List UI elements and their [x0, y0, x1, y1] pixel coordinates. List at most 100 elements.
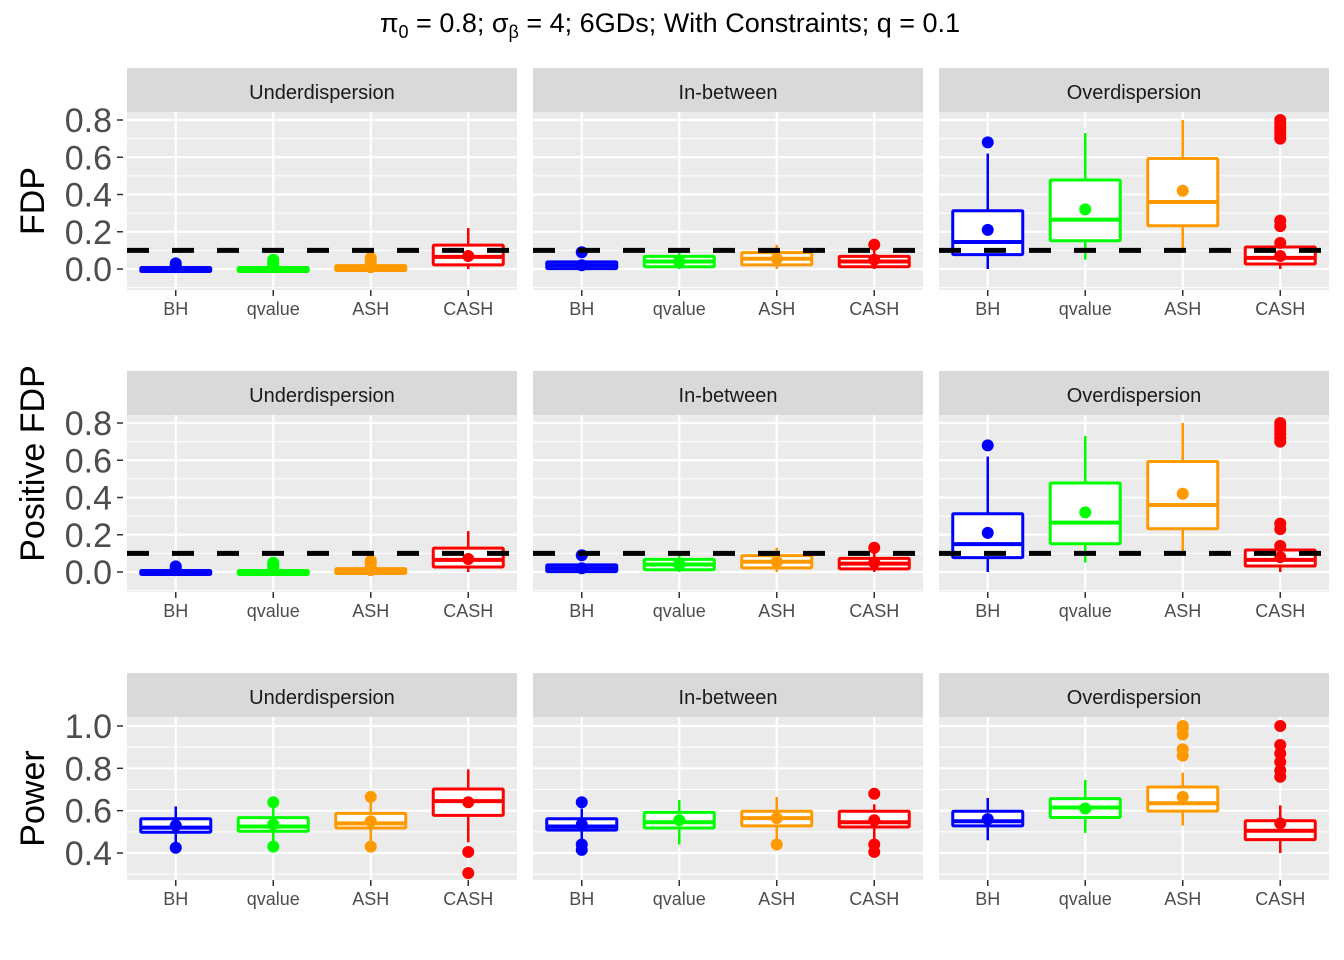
x-tick-label: CASH [1255, 299, 1305, 319]
mean-point [169, 261, 182, 274]
mean-point [364, 815, 377, 828]
box-bh [951, 439, 1025, 572]
x-tick-label: BH [975, 889, 1000, 909]
facet-strip-label: In-between [679, 687, 778, 709]
facet-strip-label: Overdispersion [1067, 385, 1202, 407]
mean-point [575, 562, 588, 575]
title-pi-sub: 0 [399, 22, 409, 42]
mean-point [1176, 184, 1189, 197]
box-qvalue [642, 250, 716, 269]
outlier-point [981, 136, 994, 149]
x-tick-label: qvalue [247, 889, 300, 909]
y-tick-label: 0.4 [65, 835, 112, 873]
x-tick-label: CASH [849, 299, 899, 319]
x-tick-label: BH [569, 889, 594, 909]
mean-point [267, 261, 280, 274]
facet-strip-label: Underdispersion [249, 385, 395, 407]
mean-point [462, 796, 475, 809]
y-tick-label: 0.6 [65, 139, 112, 177]
outlier-point [575, 796, 588, 809]
mean-point [673, 814, 686, 827]
panel-2-0: Underdispersion BH qvalue ASH CASH [127, 673, 517, 909]
outlier-point [462, 845, 475, 858]
box-cash [837, 787, 911, 858]
y-tick-label: 0.8 [65, 750, 112, 788]
mean-point [1274, 551, 1287, 564]
facet-strip [533, 371, 923, 415]
outlier-point [1176, 720, 1189, 732]
box-ash [334, 554, 408, 577]
outlier-point [1274, 755, 1287, 768]
y-tick-label: 0.8 [65, 405, 112, 443]
x-tick-label: ASH [352, 299, 389, 319]
box-bh [139, 257, 213, 274]
x-tick-label: BH [569, 299, 594, 319]
y-axis-label: Power [14, 750, 52, 846]
panel-2-2: Overdispersion BH qvalue ASH CASH [939, 673, 1329, 909]
outlier-point [1274, 539, 1287, 552]
y-tick-label: 0.0 [65, 554, 112, 592]
box-cash [431, 531, 505, 572]
mean-point [1079, 802, 1092, 815]
box-bh [951, 136, 1025, 269]
panel-0-0: Underdispersion BH qvalue ASH CASH [127, 68, 517, 319]
box-qvalue [236, 556, 310, 577]
y-tick-label: 0.6 [65, 793, 112, 831]
outlier-point [868, 541, 881, 554]
outlier-point [364, 554, 377, 567]
box-bh [951, 797, 1025, 841]
outlier-point [1274, 517, 1287, 530]
box-ash [334, 790, 408, 853]
title-pi-symbol: π [380, 8, 399, 38]
facet-strip [127, 673, 517, 717]
y-tick-label: 0.8 [65, 102, 112, 140]
outlier-point [267, 840, 280, 853]
x-tick-label: ASH [1164, 889, 1201, 909]
mean-point [868, 814, 881, 827]
facet-strip-label: In-between [679, 385, 778, 407]
mean-point [364, 261, 377, 274]
facet-strip-label: Underdispersion [249, 687, 395, 709]
panel-1-0: Underdispersion BH qvalue ASH CASH [127, 371, 517, 621]
mean-point [770, 555, 783, 568]
mean-point [1079, 203, 1092, 216]
mean-point [364, 564, 377, 577]
box-bh [139, 806, 213, 854]
x-tick-label: CASH [443, 299, 493, 319]
x-tick-label: qvalue [653, 889, 706, 909]
facet-strip [939, 68, 1329, 112]
outlier-point [1274, 417, 1287, 429]
mean-point [868, 556, 881, 569]
row-fdp: FDP 0.00.20.40.60.8 Underdispersion BH qvalu… [14, 68, 1329, 319]
x-tick-label: ASH [352, 601, 389, 621]
box-qvalue [236, 796, 310, 853]
mean-point [462, 552, 475, 565]
x-tick-label: CASH [849, 889, 899, 909]
mean-point [770, 252, 783, 265]
x-tick-label: ASH [1164, 299, 1201, 319]
facet-strip-label: Overdispersion [1067, 687, 1202, 709]
y-axis-label: FDP [14, 167, 52, 235]
y-tick-label: 0.4 [65, 177, 112, 215]
outlier-point [868, 845, 881, 858]
chart-title: π0 = 0.8; σβ = 4; 6GDs; With Constraints… [380, 8, 960, 42]
box-cash [431, 769, 505, 880]
mean-point [575, 259, 588, 272]
y-tick-label: 1.0 [65, 708, 112, 746]
box-qvalue [236, 253, 310, 274]
box-ash [1146, 720, 1220, 826]
facet-strip [533, 673, 923, 717]
x-tick-label: CASH [443, 601, 493, 621]
outlier-point [364, 840, 377, 853]
x-tick-label: ASH [758, 889, 795, 909]
outlier-point [1274, 236, 1287, 249]
panel-0-2: Overdispersion BH qvalue ASH CASH [939, 68, 1329, 319]
outlier-point [868, 238, 881, 251]
y-tick-label: 0.6 [65, 442, 112, 480]
panel-0-1: In-between BH qvalue ASH CASH [533, 68, 923, 319]
mean-point [981, 526, 994, 539]
outlier-point [364, 251, 377, 264]
facet-strip-label: Underdispersion [249, 82, 395, 104]
